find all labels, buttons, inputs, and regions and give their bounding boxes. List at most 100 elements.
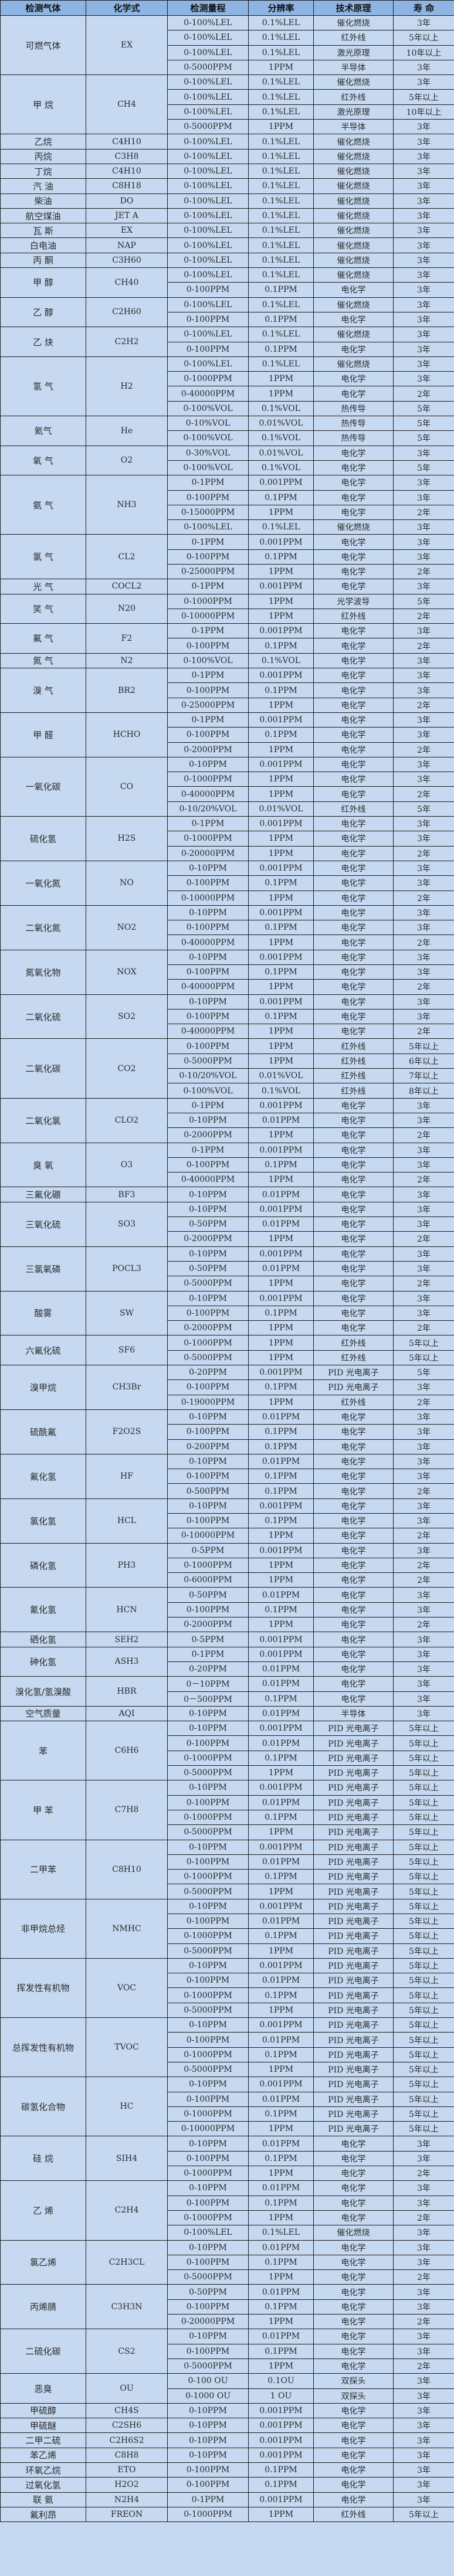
formula-cell: CLO2 xyxy=(86,1097,168,1143)
resolution-cell: 0.01%VOL xyxy=(248,1068,314,1084)
range-cell: 0-100PPM xyxy=(167,2299,249,2315)
range-cell: 0-1000PPM xyxy=(167,371,249,387)
gas-name-cell: 联 氨 xyxy=(0,2492,86,2507)
table-row: 氦气 He 0-10%VOL 0.01%VOL 热传导 5年 xyxy=(0,416,454,446)
table-row: 0-5000PPM 1PPM 电化学 2年 xyxy=(1,2269,454,2285)
resolution-cell: 0.1PPM xyxy=(248,1424,314,1440)
range-cell: 0-1000 OU xyxy=(167,2388,249,2404)
formula-cell: BF3 xyxy=(86,1187,168,1202)
table-row: 光 气 COCL2 0-1PPM 0.001PPM 电化学 3年 xyxy=(0,579,454,594)
technology-cell: 电化学 xyxy=(313,949,394,966)
technology-cell: 电化学 xyxy=(313,1127,394,1143)
table-row: 磷化氢 PH3 0-5PPM 0.001PPM 电化学 3年 xyxy=(0,1542,454,1588)
lifespan-cell: 3年 xyxy=(393,712,454,728)
resolution-cell: 0.1%LEL xyxy=(248,2225,314,2241)
formula-cell: C8H18 xyxy=(86,178,168,194)
technology-cell: 电化学 xyxy=(313,1557,394,1574)
formula-cell: C8H10 xyxy=(86,1839,168,1899)
formula-cell: HBR xyxy=(86,1676,168,1707)
lifespan-cell: 5年以上 xyxy=(393,1721,454,1736)
lifespan-cell: 5年以上 xyxy=(393,2017,454,2033)
formula-cell: C3H60 xyxy=(86,252,168,269)
table-row: 0-5000PPM 1PPM 红外线 6年以上 xyxy=(1,1053,454,1069)
lifespan-cell: 3年 xyxy=(393,682,454,698)
lifespan-cell: 3年 xyxy=(393,2284,454,2300)
technology-cell: PID 光电离子 xyxy=(313,1839,394,1855)
lifespan-cell: 3年 xyxy=(393,549,454,565)
technology-cell: 电化学 xyxy=(313,1409,394,1425)
technology-cell: 电化学 xyxy=(313,1424,394,1440)
table-row: 0-1000PPM 0.1PPM PID 光电离子 5年以上 xyxy=(1,1869,454,1885)
technology-cell: PID 光电离子 xyxy=(313,2002,394,2018)
formula-cell: C2H4 xyxy=(86,2180,168,2241)
resolution-cell: 0.1PPM xyxy=(248,1469,314,1484)
lifespan-cell: 5年以上 xyxy=(393,1335,454,1351)
table-row: 0-5000PPM 1PPM PID 光电离子 5年以上 xyxy=(1,2002,454,2018)
range-cell: 0-10PPM xyxy=(167,2239,249,2255)
resolution-cell: 0.001PPM xyxy=(248,1780,314,1796)
table-row: 过氧化氢 H2O2 0-100PPM 0.1PPM 电化学 3年 xyxy=(0,2477,454,2493)
technology-cell: 热传导 xyxy=(313,400,394,417)
range-cell: 0-5000PPM xyxy=(167,1765,249,1781)
resolution-cell: 0.1PPM xyxy=(248,1513,314,1529)
range-cell: 0-5PPM xyxy=(167,1632,249,1647)
lifespan-cell: 3年 xyxy=(393,163,454,179)
table-row: 0-40000PPM 1PPM 电化学 2年 xyxy=(1,386,454,402)
range-cell: 0-10PPM xyxy=(167,1290,249,1306)
technology-cell: 电化学 xyxy=(313,2314,394,2330)
gas-name-cell: 非甲烷总烃 xyxy=(0,1898,86,1959)
lifespan-cell: 5年 xyxy=(393,1365,454,1381)
resolution-cell: 0.001PPM xyxy=(248,994,314,1010)
resolution-cell: 1PPM xyxy=(248,890,314,906)
lifespan-cell: 5年以上 xyxy=(393,2506,454,2523)
resolution-cell: 0.1PPM xyxy=(248,1305,314,1321)
resolution-cell: 0.1%LEL xyxy=(248,223,314,239)
lifespan-cell: 5年以上 xyxy=(393,1824,454,1840)
lifespan-cell: 3年 xyxy=(393,1097,454,1113)
table-row: 0-5000PPM 1PPM PID 光电离子 5年以上 xyxy=(1,1943,454,1959)
technology-cell: 电化学 xyxy=(313,1439,394,1454)
lifespan-cell: 3年 xyxy=(393,2343,454,2359)
resolution-cell: 0.001PPM xyxy=(248,2447,314,2463)
formula-cell: SEH2 xyxy=(86,1632,168,1647)
table-row: 乙 烯 C2H4 0-10PPM 0.01PPM 电化学 3年 xyxy=(0,2180,454,2241)
lifespan-cell: 3年 xyxy=(393,267,454,283)
resolution-cell: 1PPM xyxy=(248,1557,314,1574)
technology-cell: 电化学 xyxy=(313,1469,394,1484)
table-row: 0-100PPM 0.01PPM PID 光电离子 5年以上 xyxy=(1,1854,454,1870)
technology-cell: 电化学 xyxy=(313,1483,394,1499)
gas-name-cell: 酸雾 xyxy=(0,1290,86,1336)
resolution-cell: 1PPM xyxy=(248,608,314,624)
technology-cell: 电化学 xyxy=(313,2492,394,2507)
header-gas: 检测气体 xyxy=(0,0,86,16)
table-row: 0-100PPM 0.1PPM 电化学 3年 xyxy=(1,341,454,357)
technology-cell: 电化学 xyxy=(313,786,394,802)
technology-cell: 红外线 xyxy=(313,1394,394,1410)
technology-cell: 催化燃烧 xyxy=(313,193,394,209)
resolution-cell: 0.1%VOL xyxy=(248,460,314,476)
resolution-cell: 0.001PPM xyxy=(248,2432,314,2448)
table-row: 0-19000PPM 1PPM 红外线 2年 xyxy=(1,1394,454,1410)
gas-name-cell: 三氯氧磷 xyxy=(0,1246,86,1292)
table-row: 白电油 NAP 0-100%LEL 0.1%LEL 催化燃烧 3年 xyxy=(0,237,454,253)
formula-cell: HCHO xyxy=(86,712,168,757)
resolution-cell: 0.1PPM xyxy=(248,1691,314,1707)
resolution-cell: 0.1PPM xyxy=(248,2195,314,2211)
resolution-cell: 1PPM xyxy=(248,2061,314,2078)
range-cell: 0-10PPM xyxy=(167,756,249,773)
gas-name-cell: 二甲苯 xyxy=(0,1839,86,1899)
lifespan-cell: 3年 xyxy=(393,148,454,164)
lifespan-cell: 2年 xyxy=(393,934,454,950)
table-row: 苯乙烯 C8H8 0-10PPM 0.001PPM 电化学 3年 xyxy=(0,2447,454,2463)
resolution-cell: 0.001PPM xyxy=(248,905,314,921)
lifespan-cell: 2年 xyxy=(393,1483,454,1499)
lifespan-cell: 5年 xyxy=(393,801,454,817)
range-cell: 0-5000PPM xyxy=(167,2269,249,2285)
resolution-cell: 1PPM xyxy=(248,2210,314,2226)
resolution-cell: 0.01PPM xyxy=(248,1112,314,1129)
range-cell: 0-50PPM xyxy=(167,1216,249,1232)
resolution-cell: 0.1%LEL xyxy=(248,356,314,372)
table-row: 可燃气体 EX 0-100%LEL 0.1%LEL 催化燃烧 3年 xyxy=(0,15,454,76)
range-cell: 0-100%LEL xyxy=(167,45,249,60)
lifespan-cell: 3年 xyxy=(393,1142,454,1158)
